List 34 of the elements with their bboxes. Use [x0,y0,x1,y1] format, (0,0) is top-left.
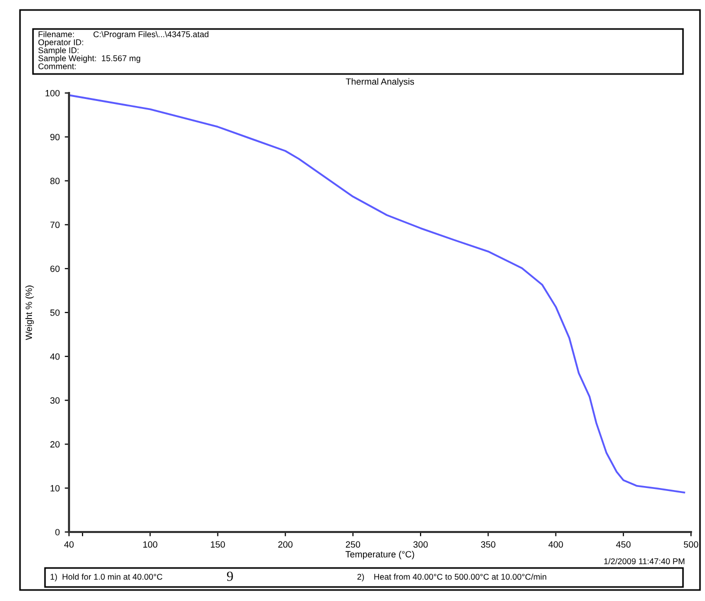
x-tick-label: 500 [684,541,698,548]
x-tick-label: 400 [548,541,563,548]
text: 1) Hold for 1.0 min at 40.00°C [50,574,162,582]
text: Operator ID: [38,39,84,47]
y-tick-label: 10 [50,485,60,492]
y-axis-title: Weight % (%) [25,286,34,340]
x-tick-label: 40 [64,541,74,548]
text: Filename: C:\Program Files\...\43475.atad [38,31,208,39]
y-tick-label: 20 [50,441,60,448]
chart-title: Thermal Analysis [346,78,414,87]
x-tick-label: 200 [278,541,293,548]
x-tick-label: 100 [143,541,158,548]
text: 2) Heat from 40.00°C to 500.00°C at 10.00°C/min [357,574,546,582]
x-tick-label: 450 [616,541,631,548]
text: Sample Weight: 15.567 mg [38,55,140,63]
y-tick-label: 60 [50,266,60,272]
x-tick-label: 150 [210,541,225,548]
text: 9 [226,572,233,581]
y-tick-label: 40 [50,353,60,360]
text: Comment: [38,63,76,70]
y-tick-label: 50 [50,309,60,316]
y-tick-label: 90 [50,134,60,140]
y-tick-label: 30 [50,397,60,404]
y-tick-label: 0 [55,528,60,536]
y-tick-label: 100 [46,90,60,96]
text: 1/2/2009 11:47:40 PM [604,558,684,564]
y-tick-label: 70 [50,222,60,228]
x-tick-label: 300 [413,541,428,548]
x-axis-title: Temperature (°C) [346,550,414,560]
y-tick-label: 80 [50,178,60,184]
x-tick-label: 250 [346,541,360,548]
line-series [69,94,686,494]
x-tick-label: 350 [480,541,496,548]
text: Sample ID: [38,47,78,55]
